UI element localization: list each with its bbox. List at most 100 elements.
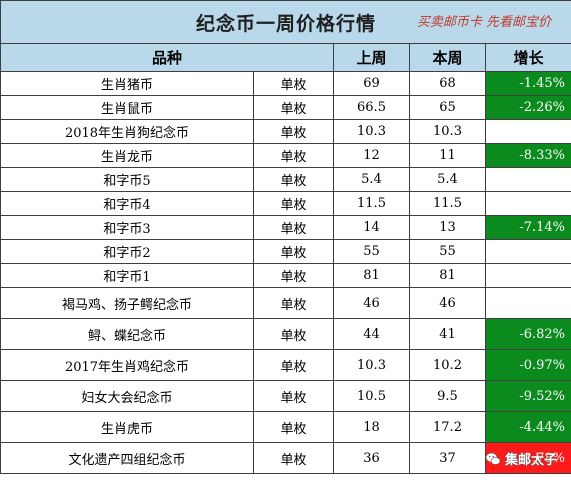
row-unit: 单枚 bbox=[253, 239, 334, 264]
row-name: 和字币1 bbox=[0, 263, 254, 288]
row-this-week: 41 bbox=[409, 318, 486, 350]
row-growth bbox=[485, 263, 571, 288]
row-this-week: 68 bbox=[409, 71, 486, 96]
row-last-week: 36 bbox=[333, 442, 410, 474]
row-growth: -9.52% bbox=[485, 380, 571, 412]
watermark: 集邮太子 bbox=[485, 449, 557, 468]
row-growth bbox=[485, 287, 571, 319]
page-title: 纪念币一周价格行情 bbox=[195, 12, 376, 35]
row-this-week: 65 bbox=[409, 95, 486, 120]
row-unit: 单枚 bbox=[253, 95, 334, 120]
row-name: 生肖虎币 bbox=[0, 411, 254, 443]
row-growth: -8.33% bbox=[485, 143, 571, 168]
row-unit: 单枚 bbox=[253, 287, 334, 319]
row-this-week: 13 bbox=[409, 215, 486, 240]
row-growth bbox=[485, 119, 571, 144]
table-row: 和字币4 单枚 11.5 11.5 bbox=[0, 191, 571, 216]
row-name: 褐马鸡、扬子鳄纪念币 bbox=[0, 287, 254, 319]
row-name: 2018年生肖狗纪念币 bbox=[0, 119, 254, 144]
header-row: 品种 上周 本周 增长 bbox=[0, 43, 571, 72]
table-row: 生肖鼠币 单枚 66.5 65 -2.26% bbox=[0, 95, 571, 120]
table-row: 生肖龙币 单枚 12 11 -8.33% bbox=[0, 143, 571, 168]
row-name: 2017年生肖鸡纪念币 bbox=[0, 349, 254, 381]
table-row: 和字币5 单枚 5.4 5.4 bbox=[0, 167, 571, 192]
row-growth: -4.44% bbox=[485, 411, 571, 443]
row-this-week: 81 bbox=[409, 263, 486, 288]
slogan: 买卖邮币卡 先看邮宝价 bbox=[416, 15, 551, 30]
table-row: 和字币2 单枚 55 55 bbox=[0, 239, 571, 264]
row-last-week: 66.5 bbox=[333, 95, 410, 120]
row-unit: 单枚 bbox=[253, 167, 334, 192]
row-last-week: 46 bbox=[333, 287, 410, 319]
row-unit: 单枚 bbox=[253, 215, 334, 240]
row-this-week: 10.2 bbox=[409, 349, 486, 381]
row-last-week: 10.3 bbox=[333, 349, 410, 381]
row-this-week: 10.3 bbox=[409, 119, 486, 144]
row-name: 和字币5 bbox=[0, 167, 254, 192]
row-growth: -1.45% bbox=[485, 71, 571, 96]
row-last-week: 14 bbox=[333, 215, 410, 240]
row-growth: -6.82% bbox=[485, 318, 571, 350]
table-row: 2018年生肖狗纪念币 单枚 10.3 10.3 bbox=[0, 119, 571, 144]
row-last-week: 44 bbox=[333, 318, 410, 350]
row-last-week: 81 bbox=[333, 263, 410, 288]
row-growth: 2.78% bbox=[485, 442, 571, 474]
title-cell: 纪念币一周价格行情 买卖邮币卡 先看邮宝价 bbox=[0, 0, 571, 44]
row-unit: 单枚 bbox=[253, 191, 334, 216]
row-this-week: 11 bbox=[409, 143, 486, 168]
row-name: 和字币2 bbox=[0, 239, 254, 264]
header-variety: 品种 bbox=[0, 43, 334, 72]
table-row: 妇女大会纪念币 单枚 10.5 9.5 -9.52% bbox=[0, 380, 571, 412]
row-name: 文化遗产四组纪念币 bbox=[0, 442, 254, 474]
row-unit: 单枚 bbox=[253, 442, 334, 474]
table-row: 文化遗产四组纪念币 单枚 36 37 2.78% bbox=[0, 442, 571, 474]
row-last-week: 12 bbox=[333, 143, 410, 168]
row-growth bbox=[485, 191, 571, 216]
row-last-week: 69 bbox=[333, 71, 410, 96]
header-growth: 增长 bbox=[485, 43, 571, 72]
header-this-week: 本周 bbox=[409, 43, 486, 72]
row-name: 生肖鼠币 bbox=[0, 95, 254, 120]
row-name: 和字币3 bbox=[0, 215, 254, 240]
row-this-week: 5.4 bbox=[409, 167, 486, 192]
table-row: 和字币3 单枚 14 13 -7.14% bbox=[0, 215, 571, 240]
row-name: 妇女大会纪念币 bbox=[0, 380, 254, 412]
row-growth: -0.97% bbox=[485, 349, 571, 381]
row-last-week: 5.4 bbox=[333, 167, 410, 192]
row-name: 生肖龙币 bbox=[0, 143, 254, 168]
table-row: 鲟、蝶纪念币 单枚 44 41 -6.82% bbox=[0, 318, 571, 350]
row-unit: 单枚 bbox=[253, 119, 334, 144]
table-row: 生肖虎币 单枚 18 17.2 -4.44% bbox=[0, 411, 571, 443]
row-last-week: 18 bbox=[333, 411, 410, 443]
price-table: 纪念币一周价格行情 买卖邮币卡 先看邮宝价 品种 上周 本周 增长 生肖猪币 单枚… bbox=[0, 0, 571, 474]
row-unit: 单枚 bbox=[253, 263, 334, 288]
row-name: 鲟、蝶纪念币 bbox=[0, 318, 254, 350]
row-unit: 单枚 bbox=[253, 71, 334, 96]
table-row: 2017年生肖鸡纪念币 单枚 10.3 10.2 -0.97% bbox=[0, 349, 571, 381]
row-growth: -7.14% bbox=[485, 215, 571, 240]
row-this-week: 9.5 bbox=[409, 380, 486, 412]
row-this-week: 55 bbox=[409, 239, 486, 264]
row-unit: 单枚 bbox=[253, 411, 334, 443]
row-growth bbox=[485, 167, 571, 192]
row-last-week: 10.3 bbox=[333, 119, 410, 144]
row-this-week: 37 bbox=[409, 442, 486, 474]
row-unit: 单枚 bbox=[253, 349, 334, 381]
row-this-week: 11.5 bbox=[409, 191, 486, 216]
row-this-week: 17.2 bbox=[409, 411, 486, 443]
row-growth bbox=[485, 239, 571, 264]
row-unit: 单枚 bbox=[253, 380, 334, 412]
row-name: 生肖猪币 bbox=[0, 71, 254, 96]
row-name: 和字币4 bbox=[0, 191, 254, 216]
row-last-week: 55 bbox=[333, 239, 410, 264]
header-last-week: 上周 bbox=[333, 43, 410, 72]
table-row: 和字币1 单枚 81 81 bbox=[0, 263, 571, 288]
row-this-week: 46 bbox=[409, 287, 486, 319]
row-last-week: 11.5 bbox=[333, 191, 410, 216]
wechat-icon bbox=[485, 452, 501, 465]
table-row: 生肖猪币 单枚 69 68 -1.45% bbox=[0, 71, 571, 96]
row-unit: 单枚 bbox=[253, 318, 334, 350]
row-growth: -2.26% bbox=[485, 95, 571, 120]
row-last-week: 10.5 bbox=[333, 380, 410, 412]
